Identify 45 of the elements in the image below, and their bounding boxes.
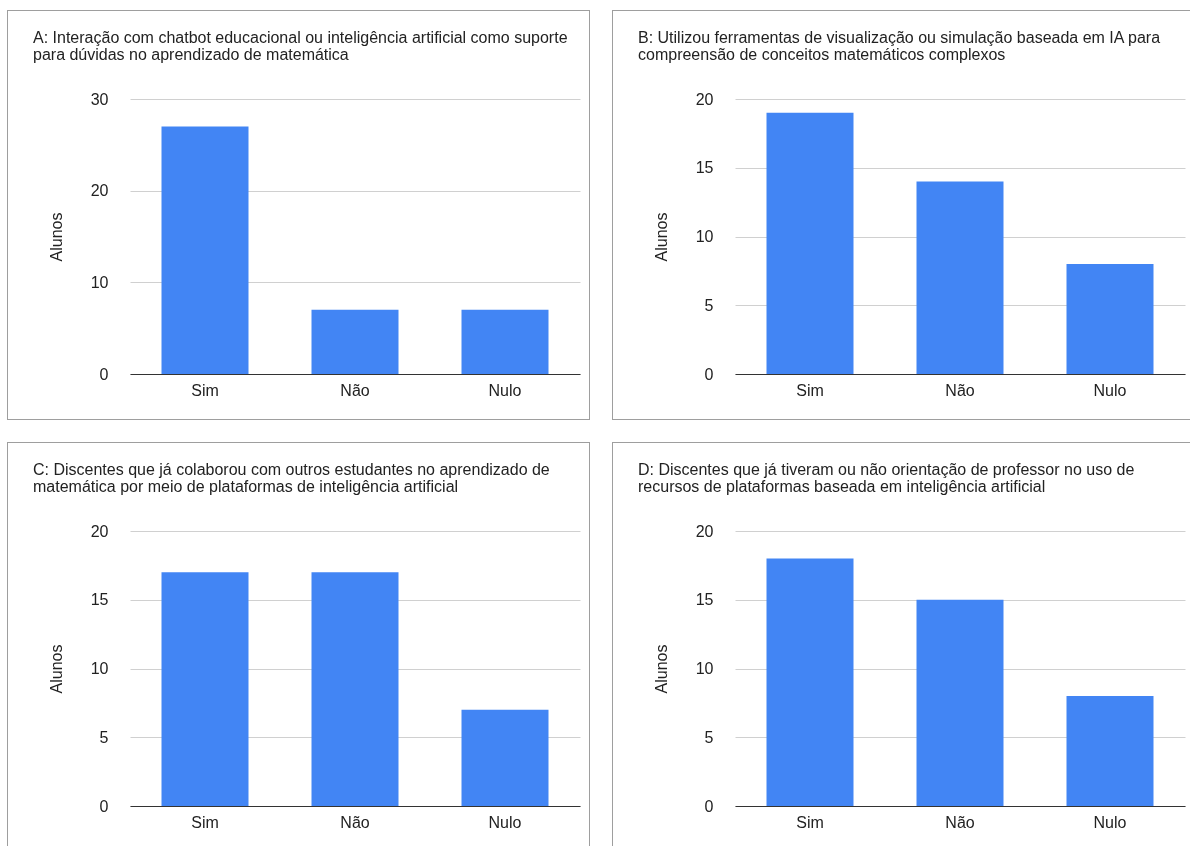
y-tick-label: 15 <box>90 591 109 609</box>
chart-title: A: Interação com chatbot educacional ou inteligência artificial como suporte para dúvidas no aprendizado de matemática <box>33 29 569 63</box>
y-tick-label: 10 <box>90 273 109 291</box>
y-tick-label: 15 <box>695 159 714 177</box>
x-tick-label: Não <box>340 813 370 831</box>
y-tick-label: 20 <box>90 182 109 200</box>
y-axis-title: Alunos <box>47 644 65 694</box>
y-tick-label: 20 <box>695 522 714 540</box>
x-tick-label: Nulo <box>1093 381 1127 399</box>
chart-title: B: Utilizou ferramentas de visualização ou simulação baseada em IA para compreensão de conceitos matemáticos complexos <box>638 29 1162 63</box>
y-axis-title: Alunos <box>652 644 670 694</box>
y-tick-label: 5 <box>704 296 714 314</box>
x-tick-label: Sim <box>191 381 219 399</box>
y-tick-label: 0 <box>99 365 109 383</box>
y-axis-title: Alunos <box>47 212 65 262</box>
x-tick-label: Nulo <box>1093 813 1127 831</box>
chart-title: D: Discentes que já tiveram ou não orientação de professor no uso de recursos de plataformas baseada em inteligência artificial <box>638 461 1136 495</box>
bar <box>1066 696 1154 806</box>
chart-title: C: Discentes que já colaborou com outros estudantes no aprendizado de matemática por meio de plataformas de inteligência artificial <box>33 461 551 495</box>
y-tick-label: 0 <box>704 365 714 383</box>
y-tick-label: 30 <box>90 90 109 108</box>
y-tick-label: 5 <box>704 728 714 746</box>
y-axis-title: Alunos <box>652 212 670 262</box>
y-tick-label: 15 <box>695 591 714 609</box>
x-tick-label: Não <box>340 381 370 399</box>
x-tick-label: Sim <box>191 813 219 831</box>
y-tick-label: 20 <box>695 90 714 108</box>
x-tick-label: Nulo <box>488 813 522 831</box>
x-tick-label: Nulo <box>488 381 522 399</box>
bar <box>766 112 854 374</box>
bar <box>1066 264 1154 374</box>
x-tick-label: Não <box>945 813 975 831</box>
y-tick-label: 10 <box>90 660 109 677</box>
y-tick-label: 5 <box>99 728 109 746</box>
y-tick-label: 20 <box>90 522 109 540</box>
bar <box>916 181 1004 374</box>
bar <box>766 558 854 806</box>
bar <box>916 599 1004 806</box>
x-tick-label: Não <box>945 381 975 399</box>
x-tick-label: Sim <box>796 813 824 831</box>
y-tick-label: 10 <box>695 660 714 677</box>
y-tick-label: 0 <box>99 797 109 815</box>
y-tick-label: 10 <box>695 228 714 245</box>
y-tick-label: 0 <box>704 797 714 815</box>
x-tick-label: Sim <box>796 381 824 399</box>
